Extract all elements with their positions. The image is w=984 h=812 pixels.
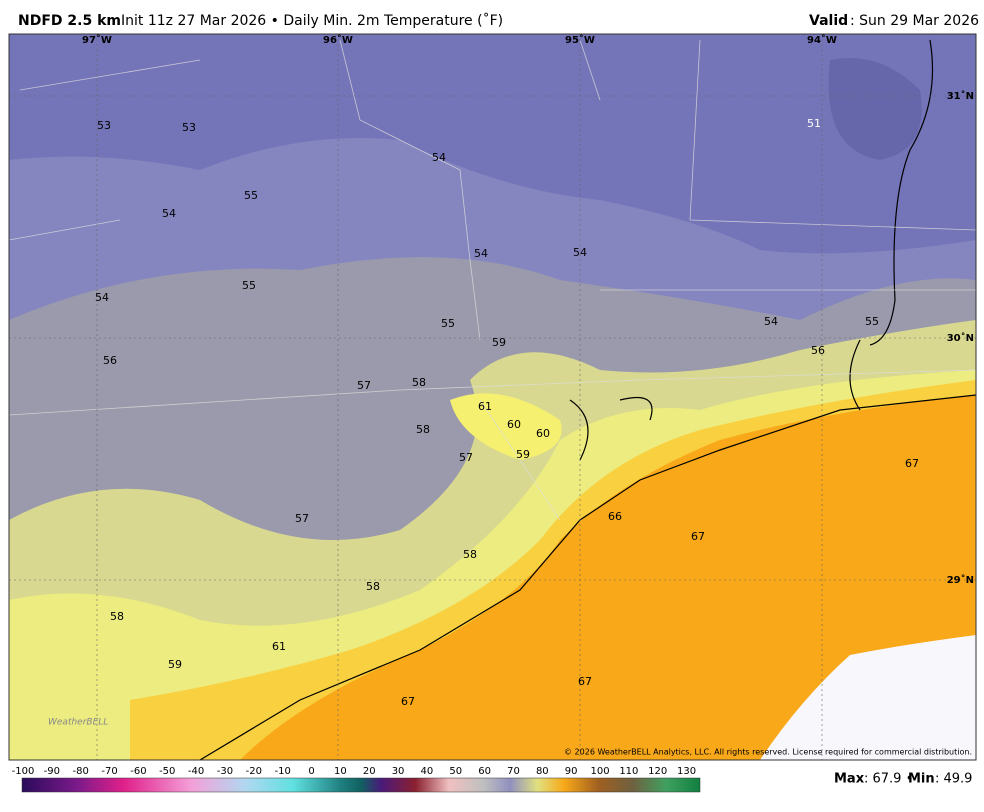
model: NDFD 2.5 km	[18, 13, 121, 29]
station-value: 60	[536, 427, 550, 440]
max-value: : 67.9 •	[864, 772, 913, 787]
station-value: 56	[811, 344, 825, 357]
station-value: 59	[168, 658, 182, 671]
station-value: 54	[162, 207, 176, 220]
description: Init 11z 27 Mar 2026 • Daily Min. 2m Tem…	[121, 12, 503, 29]
colorbar-tick: -30	[217, 766, 233, 777]
min-value: : 49.9	[935, 772, 972, 787]
station-value: 67	[905, 457, 919, 470]
max-label: Max	[834, 772, 865, 787]
footer: Max : 67.9 • Min : 49.9	[834, 772, 972, 787]
colorbar-tick: 110	[619, 766, 638, 777]
valid-date: : Sun 29 Mar 2026	[850, 13, 979, 29]
station-value: 58	[412, 376, 426, 389]
station-value: 61	[478, 400, 492, 413]
colorbar-tick: 70	[507, 766, 520, 777]
colorbar-tick: -100	[12, 766, 35, 777]
logo: WeatherBELL	[48, 718, 108, 728]
colorbar-tick: -80	[73, 766, 89, 777]
station-value: 57	[295, 512, 309, 525]
lon-label: 95˚W	[565, 34, 595, 46]
station-value: 55	[244, 189, 258, 202]
colorbar-tick: 20	[363, 766, 376, 777]
station-value: 53	[182, 121, 196, 134]
colorbar-tick: 60	[478, 766, 491, 777]
colorbar-tick: 90	[565, 766, 578, 777]
station-value: 59	[492, 336, 506, 349]
colorbar-tick: -40	[188, 766, 204, 777]
header: NDFD 2.5 km Init 11z 27 Mar 2026 • Daily…	[18, 12, 979, 29]
lat-label: 30˚N	[947, 332, 974, 344]
station-value: 58	[110, 610, 124, 623]
colorbar-tick: -10	[274, 766, 290, 777]
colorbar-tick: 10	[334, 766, 347, 777]
colorbar-tick: -70	[101, 766, 117, 777]
colorbar-tick: 120	[648, 766, 667, 777]
station-value: 54	[95, 291, 109, 304]
station-value: 60	[507, 418, 521, 431]
station-value: 67	[691, 530, 705, 543]
lat-label: 29˚N	[947, 574, 974, 586]
station-value: 53	[97, 119, 111, 132]
colorbar-tick: 100	[590, 766, 609, 777]
station-value: 66	[608, 510, 622, 523]
station-value: 55	[242, 279, 256, 292]
station-value: 57	[357, 379, 371, 392]
station-value: 54	[474, 247, 488, 260]
station-value: 54	[573, 246, 587, 259]
lat-label: 31˚N	[947, 90, 974, 102]
station-value: 59	[516, 448, 530, 461]
station-value: 54	[764, 315, 778, 328]
colorbar	[21, 777, 701, 793]
map: WeatherBELL © 2026 WeatherBELL Analytics…	[8, 33, 977, 761]
colorbar-tick: -60	[130, 766, 146, 777]
colorbar-tick: 0	[308, 766, 314, 777]
station-value: 57	[459, 451, 473, 464]
colorbar-tick: -50	[159, 766, 175, 777]
station-value: 67	[401, 695, 415, 708]
colorbar-tick: -90	[44, 766, 60, 777]
colorbar-tick: -20	[246, 766, 262, 777]
station-value: 61	[272, 640, 286, 653]
colorbar-tick: 80	[536, 766, 549, 777]
valid-label: Valid	[809, 13, 848, 29]
colorbar-tick: 50	[449, 766, 462, 777]
lon-label: 96˚W	[323, 34, 353, 46]
colorbar-tick: 30	[392, 766, 405, 777]
station-value: 67	[578, 675, 592, 688]
lon-label: 97˚W	[82, 34, 112, 46]
station-value: 56	[103, 354, 117, 367]
station-value: 54	[432, 151, 446, 164]
station-value: 51	[807, 117, 821, 130]
copyright: © 2026 WeatherBELL Analytics, LLC. All r…	[564, 748, 972, 757]
station-value: 55	[441, 317, 455, 330]
station-value: 58	[366, 580, 380, 593]
colorbar-tick: 40	[421, 766, 434, 777]
lon-label: 94˚W	[807, 34, 837, 46]
station-value: 58	[416, 423, 430, 436]
min-label: Min	[908, 772, 935, 787]
station-value: 55	[865, 315, 879, 328]
station-value: 58	[463, 548, 477, 561]
colorbar-tick: 130	[677, 766, 696, 777]
